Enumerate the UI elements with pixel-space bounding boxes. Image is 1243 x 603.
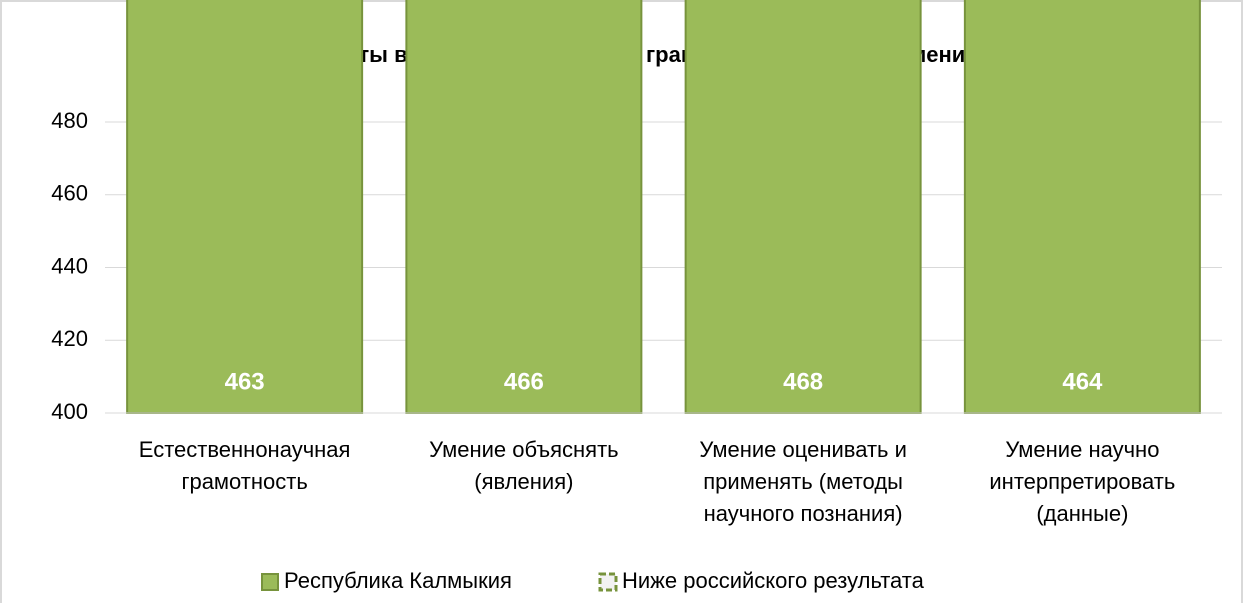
y-tick-label: 440: [51, 253, 88, 278]
x-tick-label: Умение научно интерпретировать (данные): [989, 437, 1176, 526]
bar: [963, 0, 1201, 414]
legend-label: Республика Калмыкия: [284, 568, 512, 593]
data-label: 463: [225, 368, 265, 395]
legend-swatch: [598, 572, 618, 592]
legend-label: Ниже российского результата: [622, 568, 925, 593]
bar: [126, 0, 364, 414]
bar: [405, 0, 643, 414]
y-tick-label: 460: [51, 181, 88, 206]
x-tick-label: Умение объяснять (явления): [429, 437, 619, 494]
bar: [684, 0, 922, 414]
data-label: 464: [1062, 368, 1103, 395]
legend-swatch: [261, 573, 279, 591]
data-label: 466: [504, 368, 544, 395]
x-tick-label: Естественнонаучная грамотность: [138, 437, 351, 494]
y-tick-label: 480: [51, 108, 88, 133]
data-label: 468: [783, 368, 823, 395]
x-tick-label: Умение оценивать и применять (методы нау…: [699, 437, 907, 526]
y-tick-label: 400: [51, 399, 88, 424]
y-tick-label: 420: [51, 326, 88, 351]
